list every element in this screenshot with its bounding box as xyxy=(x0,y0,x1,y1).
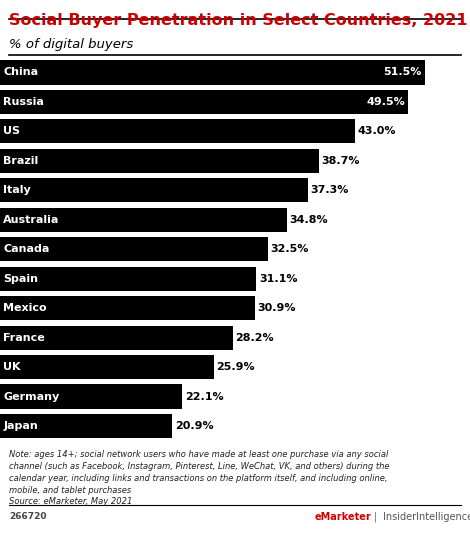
Text: UK: UK xyxy=(3,362,21,372)
Text: 266720: 266720 xyxy=(9,512,47,521)
Bar xyxy=(0,355,213,379)
Text: China: China xyxy=(3,68,39,78)
Text: 30.9%: 30.9% xyxy=(257,303,296,313)
Text: Social Buyer Penetration in Select Countries, 2021: Social Buyer Penetration in Select Count… xyxy=(9,13,468,28)
Text: Italy: Italy xyxy=(3,185,31,195)
Text: 22.1%: 22.1% xyxy=(185,391,223,401)
Bar xyxy=(0,208,287,232)
Bar xyxy=(0,414,172,438)
Bar xyxy=(0,296,255,320)
Text: Note: ages 14+; social network users who have made at least one purchase via any: Note: ages 14+; social network users who… xyxy=(9,450,390,507)
Text: US: US xyxy=(3,126,20,136)
Bar xyxy=(0,325,233,349)
Bar xyxy=(0,149,319,173)
Text: % of digital buyers: % of digital buyers xyxy=(9,38,133,50)
Text: |: | xyxy=(374,512,377,523)
Text: 37.3%: 37.3% xyxy=(310,185,348,195)
Text: InsiderIntelligence.com: InsiderIntelligence.com xyxy=(383,512,470,522)
Text: 31.1%: 31.1% xyxy=(259,274,298,284)
Text: 51.5%: 51.5% xyxy=(383,68,421,78)
Text: 32.5%: 32.5% xyxy=(270,244,309,254)
Bar xyxy=(0,61,425,85)
Text: eMarketer: eMarketer xyxy=(315,512,372,522)
Text: 25.9%: 25.9% xyxy=(216,362,255,372)
Text: 20.9%: 20.9% xyxy=(175,421,213,431)
Text: Spain: Spain xyxy=(3,274,38,284)
Text: Australia: Australia xyxy=(3,215,60,225)
Text: Mexico: Mexico xyxy=(3,303,47,313)
Bar xyxy=(0,90,408,114)
Text: 34.8%: 34.8% xyxy=(290,215,328,225)
Text: 43.0%: 43.0% xyxy=(357,126,396,136)
Bar xyxy=(0,266,257,291)
Text: 28.2%: 28.2% xyxy=(235,333,274,343)
Text: Japan: Japan xyxy=(3,421,38,431)
Text: 49.5%: 49.5% xyxy=(366,97,405,107)
Text: 38.7%: 38.7% xyxy=(321,156,360,166)
Bar xyxy=(0,120,354,144)
Bar xyxy=(0,384,182,408)
Bar xyxy=(0,178,307,203)
Text: Brazil: Brazil xyxy=(3,156,39,166)
Bar xyxy=(0,237,268,262)
Text: Canada: Canada xyxy=(3,244,50,254)
Text: Germany: Germany xyxy=(3,391,60,401)
Text: Russia: Russia xyxy=(3,97,44,107)
Text: France: France xyxy=(3,333,45,343)
